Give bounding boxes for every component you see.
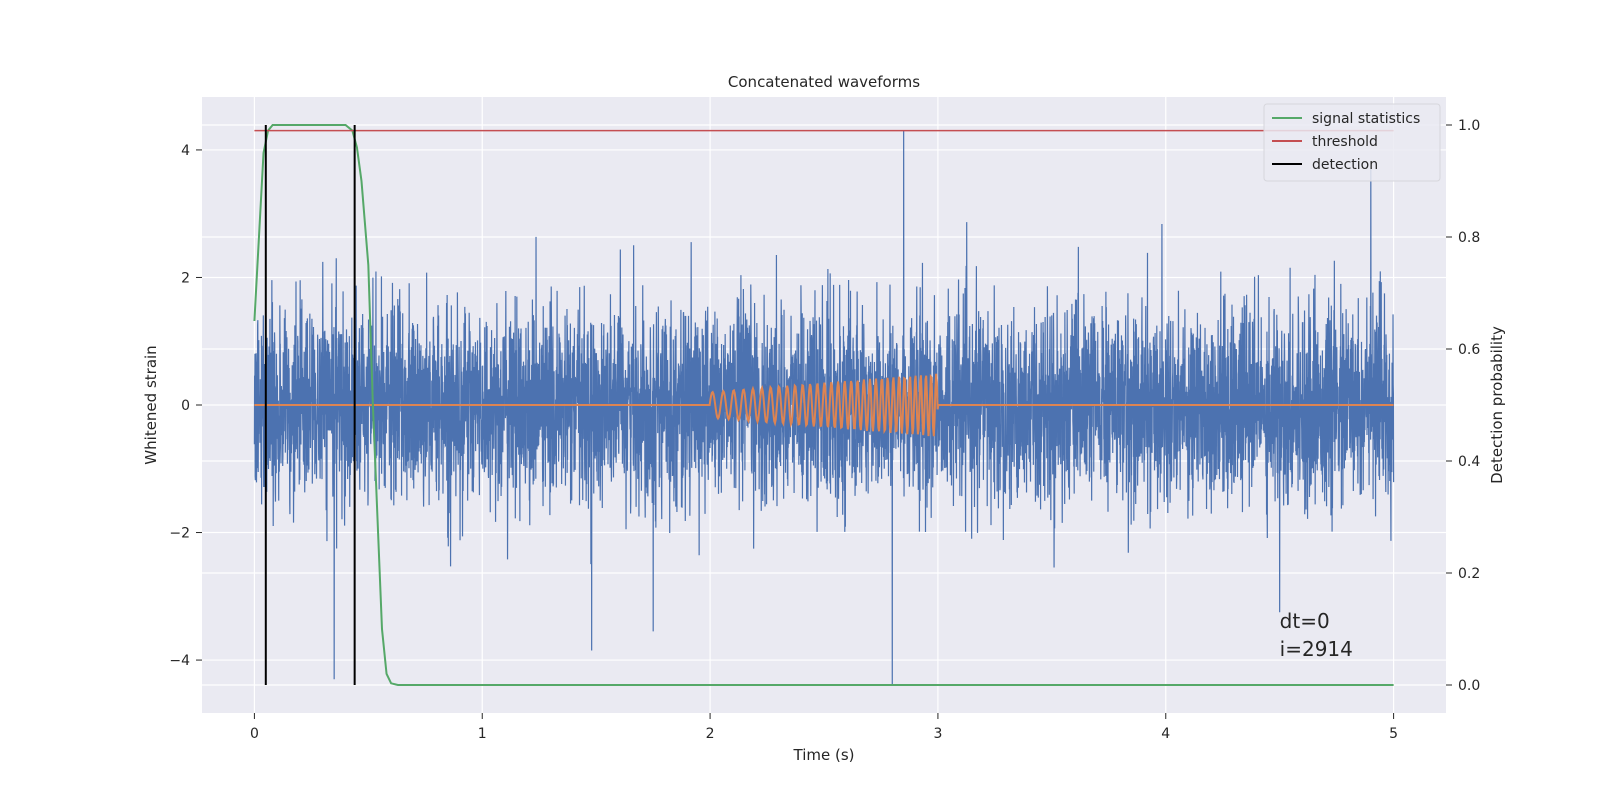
chart-title: Concatenated waveforms (728, 73, 920, 91)
y-axis-ticks: −4 −2 0 2 4 (169, 143, 202, 669)
strain-series-line (253, 130, 1395, 686)
y-right-axis-label: Detection probability (1488, 326, 1506, 484)
annotation-dt: dt=0 (1280, 609, 1330, 633)
x-tick-label: 5 (1389, 726, 1398, 742)
legend: signal statistics threshold detection (1263, 103, 1441, 182)
y-tick-label: 4 (181, 143, 190, 159)
legend-label: threshold (1312, 134, 1378, 150)
y-tick-label: −4 (169, 653, 190, 669)
x-tick-label: 3 (933, 726, 942, 742)
y-axis-label: Whitened strain (142, 345, 160, 464)
y-tick-label: 2 (181, 270, 190, 286)
signal-statistics-line (253, 124, 1394, 686)
y-right-tick-label: 0.2 (1458, 566, 1480, 582)
x-axis-ticks: 0 1 2 3 4 5 (250, 713, 1398, 742)
plot-area (253, 124, 1395, 686)
y-tick-label: −2 (169, 526, 190, 542)
y-right-tick-label: 0.0 (1458, 678, 1480, 694)
annotation-i: i=2914 (1280, 637, 1353, 661)
y-right-tick-label: 0.4 (1458, 454, 1480, 470)
legend-box (1263, 103, 1441, 182)
x-tick-label: 0 (250, 726, 259, 742)
legend-label: signal statistics (1312, 111, 1420, 127)
y-right-tick-label: 1.0 (1458, 118, 1480, 134)
y-right-tick-label: 0.8 (1458, 230, 1480, 246)
x-tick-label: 4 (1161, 726, 1170, 742)
chirp-series-line (254, 373, 1394, 437)
y-right-tick-label: 0.6 (1458, 342, 1480, 358)
y-right-axis-ticks: 0.0 0.2 0.4 0.6 0.8 1.0 (1446, 118, 1480, 694)
x-tick-label: 2 (706, 726, 715, 742)
x-axis-label: Time (s) (793, 746, 855, 764)
legend-label: detection (1312, 157, 1378, 173)
y-tick-label: 0 (181, 398, 190, 414)
x-tick-label: 1 (478, 726, 487, 742)
